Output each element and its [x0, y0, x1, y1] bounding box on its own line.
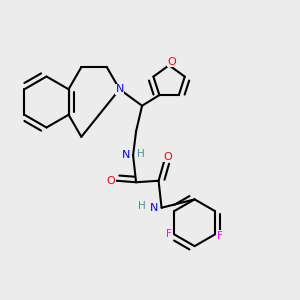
Text: H: H — [138, 201, 146, 211]
Text: O: O — [107, 176, 116, 186]
Text: O: O — [167, 57, 176, 67]
Text: N: N — [122, 150, 130, 160]
Text: H: H — [137, 149, 145, 159]
Text: F: F — [217, 231, 223, 241]
Text: F: F — [166, 230, 172, 239]
Text: N: N — [116, 84, 124, 94]
Text: O: O — [163, 152, 172, 162]
Text: N: N — [150, 203, 158, 213]
